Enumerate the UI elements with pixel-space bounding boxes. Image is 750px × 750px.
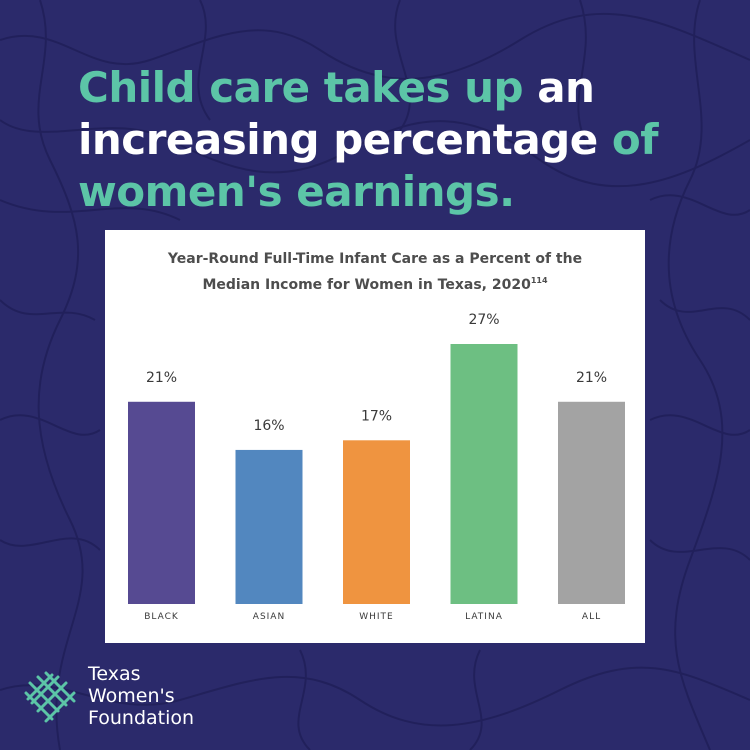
headline-part5: women's earnings. [78, 167, 515, 216]
logo-line3: Foundation [88, 707, 195, 729]
value-label-white: 17% [361, 408, 392, 424]
category-label-black: BLACK [144, 612, 179, 622]
headline: Child care takes up an increasing percen… [78, 62, 718, 218]
woven-cross-icon [24, 671, 76, 723]
bar-latina [450, 344, 518, 604]
category-label-latina: LATINA [465, 612, 503, 622]
value-label-black: 21% [146, 370, 177, 386]
headline-part4: of [597, 115, 659, 164]
chart-title-line2: Median Income for Women in Texas, 2020 [202, 277, 531, 293]
headline-part2: an [537, 63, 595, 112]
bar-asian [235, 449, 303, 604]
chart-title: Year-Round Full-Time Infant Care as a Pe… [105, 248, 645, 296]
logo-text: Texas Women's Foundation [88, 663, 194, 729]
chart-title-line1: Year-Round Full-Time Infant Care as a Pe… [167, 251, 583, 267]
category-label-all: ALL [582, 612, 601, 622]
value-label-asian: 16% [253, 418, 284, 434]
chart-title-footnote: 114 [530, 276, 548, 285]
logo: Texas Women's Foundation [24, 663, 284, 733]
value-label-latina: 27% [468, 312, 499, 328]
bar-white [343, 440, 410, 604]
category-label-white: WHITE [359, 612, 394, 622]
bar-black [128, 401, 195, 604]
value-label-all: 21% [576, 370, 607, 386]
chart-card: Year-Round Full-Time Infant Care as a Pe… [105, 230, 645, 643]
category-label-asian: ASIAN [253, 612, 285, 622]
logo-line2: Women's [88, 685, 175, 707]
headline-part1: Child care takes up [78, 63, 538, 112]
headline-part3: increasing percentage [78, 115, 598, 164]
logo-line1: Texas [88, 663, 141, 685]
bar-chart: 21% BLACK 16% ASIAN 17% WHITE 27% LATINA 21% ALL [128, 312, 625, 622]
bar-all [558, 401, 625, 604]
